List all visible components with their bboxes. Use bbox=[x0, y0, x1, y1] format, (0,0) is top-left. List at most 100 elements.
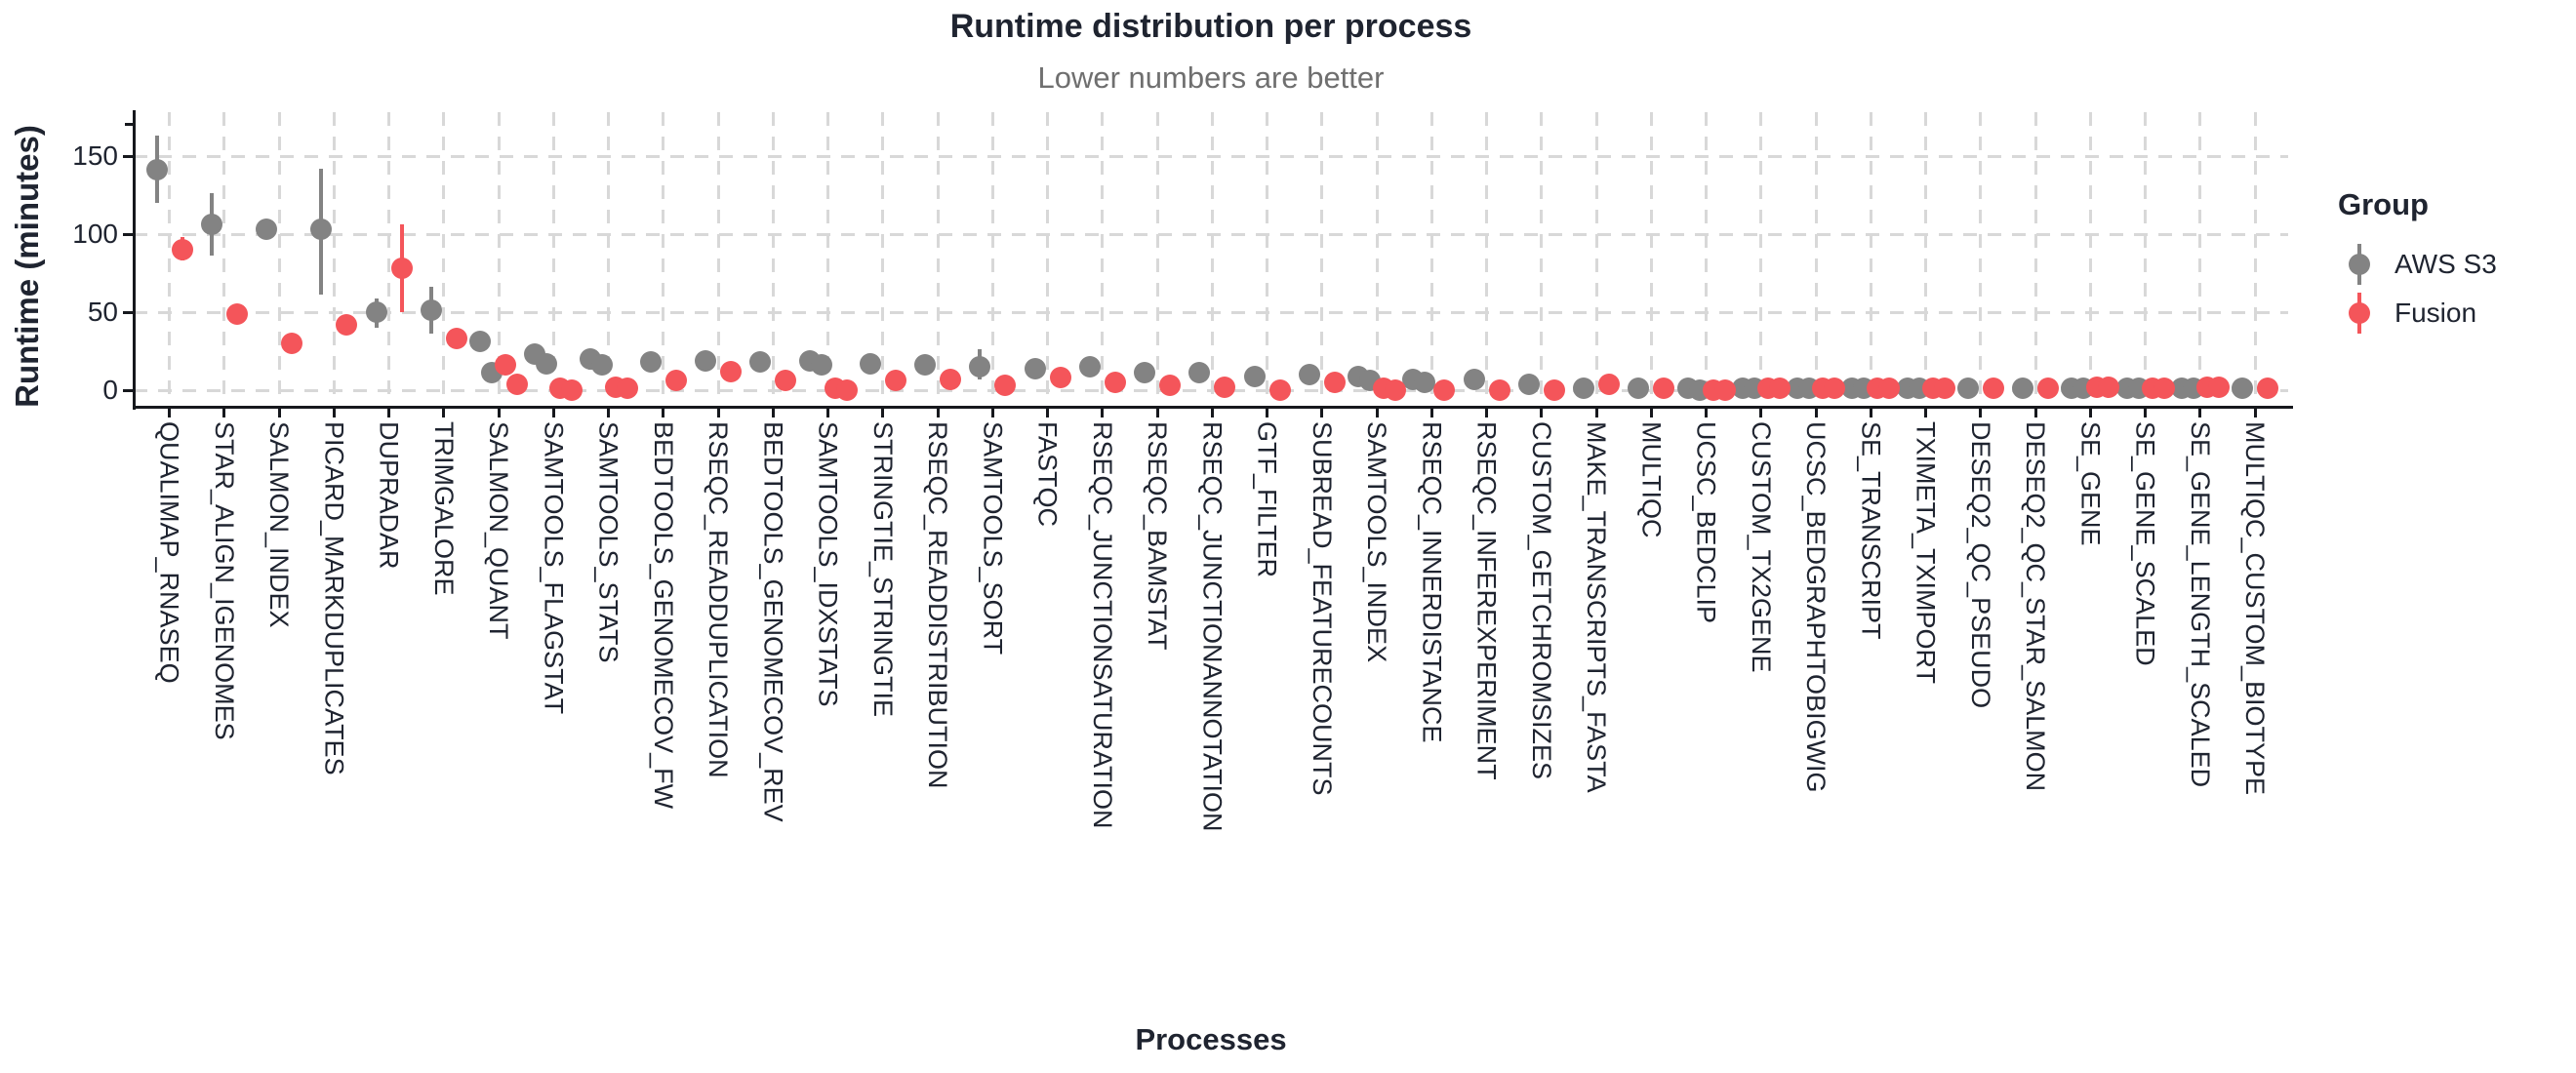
x-category-label: FASTQC bbox=[1032, 421, 1063, 528]
legend-title: Group bbox=[2338, 187, 2429, 221]
data-point-fusion bbox=[1049, 367, 1071, 389]
data-point-fusion bbox=[1543, 379, 1565, 401]
x-gridline bbox=[936, 112, 940, 402]
data-point-fusion bbox=[2207, 376, 2230, 398]
y-tick-mark bbox=[123, 388, 134, 392]
x-gridline bbox=[2198, 112, 2202, 402]
data-point-fusion bbox=[1433, 379, 1456, 401]
x-category-label: TXIMETA_TXIMPORT bbox=[1911, 421, 1941, 685]
data-point-fusion bbox=[720, 360, 742, 382]
x-gridline bbox=[2253, 112, 2257, 402]
x-gridline bbox=[607, 112, 610, 402]
data-point-fusion bbox=[2098, 376, 2120, 398]
x-tick-mark bbox=[168, 407, 171, 417]
x-category-label: CUSTOM_TX2GENE bbox=[1746, 421, 1776, 673]
x-gridline bbox=[1375, 112, 1379, 402]
x-category-label: SAMTOOLS_FLAGSTAT bbox=[539, 421, 569, 715]
x-gridline bbox=[1540, 112, 1544, 402]
x-gridline bbox=[442, 112, 446, 402]
x-category-label: STAR_ALIGN_IGENOMES bbox=[209, 421, 239, 740]
data-point-fusion bbox=[1268, 379, 1291, 401]
x-tick-mark bbox=[1594, 407, 1598, 417]
y-tick-mark bbox=[123, 310, 134, 314]
x-tick-mark bbox=[2253, 407, 2257, 417]
x-tick-mark bbox=[1320, 407, 1324, 417]
data-point-fusion bbox=[1159, 375, 1181, 397]
x-category-label: PICARD_MARKDUPLICATES bbox=[319, 421, 349, 775]
x-gridline bbox=[826, 112, 829, 402]
y-tick-mark bbox=[123, 232, 134, 236]
data-point-fusion bbox=[1598, 373, 1620, 395]
x-tick-mark bbox=[1540, 407, 1544, 417]
data-point-fusion bbox=[1768, 378, 1791, 400]
x-gridline bbox=[1649, 112, 1653, 402]
data-point-aws bbox=[310, 219, 333, 241]
data-point-fusion bbox=[1982, 378, 2004, 400]
data-point-aws bbox=[1024, 357, 1046, 379]
y-tick-label: 150 bbox=[72, 140, 118, 171]
y-tick-label: 50 bbox=[87, 297, 118, 327]
x-tick-mark bbox=[1485, 407, 1488, 417]
x-gridline bbox=[1266, 112, 1268, 402]
x-gridline bbox=[551, 112, 555, 402]
x-gridline bbox=[1485, 112, 1488, 402]
data-point-aws bbox=[1517, 373, 1540, 395]
x-category-label: SAMTOOLS_SORT bbox=[978, 421, 1008, 656]
x-axis-title: Processes bbox=[1135, 1022, 1287, 1056]
x-category-label: RSEQC_INFEREXPERIMENT bbox=[1471, 421, 1502, 780]
pointrange-glyph-red-icon bbox=[2338, 292, 2381, 335]
x-tick-mark bbox=[1266, 407, 1268, 417]
data-point-aws bbox=[256, 219, 277, 241]
y-axis-line bbox=[132, 110, 136, 410]
data-point-aws bbox=[749, 351, 772, 374]
data-point-fusion bbox=[1488, 379, 1510, 401]
legend: Group AWS S3 Fusion bbox=[2338, 187, 2572, 338]
data-point-fusion bbox=[664, 370, 687, 392]
x-tick-mark bbox=[1979, 407, 1983, 417]
x-category-label: SE_GENE bbox=[2075, 421, 2106, 546]
y-tick-label: 100 bbox=[72, 219, 118, 249]
data-point-aws bbox=[639, 351, 662, 374]
data-point-fusion bbox=[884, 370, 906, 392]
x-tick-mark bbox=[607, 407, 610, 417]
data-point-aws bbox=[2012, 378, 2033, 400]
x-tick-mark bbox=[1869, 407, 1872, 417]
x-tick-mark bbox=[1101, 407, 1105, 417]
x-gridline bbox=[1155, 112, 1159, 402]
data-point-fusion bbox=[336, 313, 358, 336]
data-point-fusion bbox=[1878, 378, 1901, 400]
x-category-label: MULTIQC bbox=[1636, 421, 1667, 538]
x-tick-mark bbox=[1375, 407, 1379, 417]
data-point-fusion bbox=[281, 333, 302, 354]
x-tick-mark bbox=[2088, 407, 2092, 417]
x-tick-mark bbox=[277, 407, 281, 417]
x-gridline bbox=[716, 112, 720, 402]
legend-item-aws-s3: AWS S3 bbox=[2338, 240, 2572, 289]
data-point-fusion bbox=[225, 302, 248, 325]
data-point-aws bbox=[1078, 356, 1101, 378]
x-gridline bbox=[2033, 112, 2037, 402]
x-category-label: RSEQC_BAMSTAT bbox=[1143, 421, 1172, 651]
x-gridline bbox=[1320, 112, 1324, 402]
x-category-label: SE_TRANSCRIPT bbox=[1856, 421, 1886, 640]
data-point-fusion bbox=[994, 375, 1017, 397]
x-category-label: UCSC_BEDCLIP bbox=[1691, 421, 1721, 624]
data-point-aws bbox=[1956, 378, 1979, 400]
data-point-fusion bbox=[2257, 378, 2278, 400]
x-tick-mark bbox=[771, 407, 775, 417]
x-gridline bbox=[168, 112, 171, 402]
x-category-label: RSEQC_READDUPLICATION bbox=[704, 421, 733, 778]
x-tick-mark bbox=[497, 407, 501, 417]
y-tick-mark-minor bbox=[125, 123, 134, 126]
data-point-fusion bbox=[1104, 372, 1126, 393]
x-tick-mark bbox=[716, 407, 720, 417]
x-tick-mark bbox=[1759, 407, 1763, 417]
data-point-fusion bbox=[1385, 379, 1406, 401]
x-gridline bbox=[771, 112, 775, 402]
data-point-aws bbox=[969, 356, 991, 378]
x-tick-mark bbox=[387, 407, 390, 417]
data-point-fusion bbox=[1653, 378, 1675, 400]
x-tick-mark bbox=[1705, 407, 1708, 417]
x-category-label: QUALIMAP_RNASEQ bbox=[154, 421, 184, 684]
